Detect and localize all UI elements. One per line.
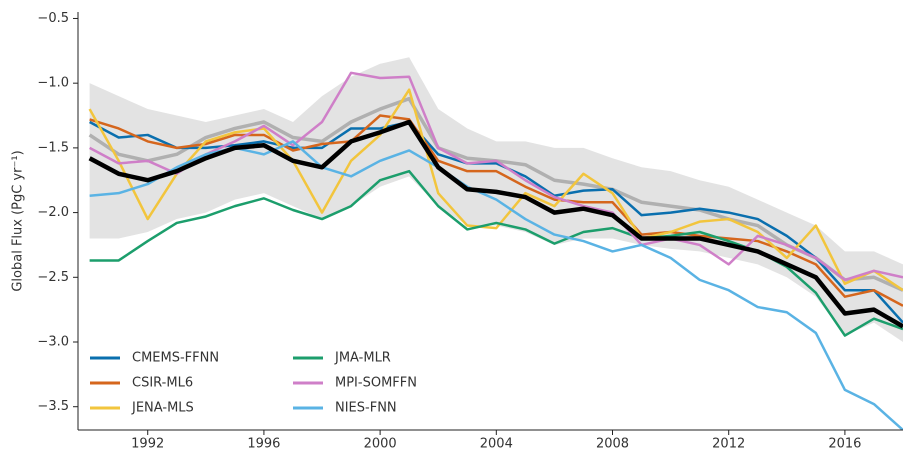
legend-label: CMEMS-FFNN (132, 351, 219, 366)
legend-label: JENA-MLS (131, 401, 194, 416)
legend-label: CSIR-ML6 (132, 376, 193, 391)
legend-label: NIES-FNN (335, 401, 397, 416)
x-tick-label: 2008 (596, 437, 629, 452)
y-axis-label: Global Flux (PgC yr⁻¹) (11, 150, 26, 291)
plot-area (88, 57, 903, 430)
y-tick-label: −2.0 (37, 205, 69, 220)
series-line (89, 114, 903, 307)
legend-label: JMA-MLR (334, 351, 391, 366)
y-tick-label: −1.5 (37, 140, 69, 155)
x-tick-label: 2000 (364, 437, 397, 452)
y-tick-label: −2.5 (37, 270, 69, 285)
x-tick-label: 2016 (828, 437, 861, 452)
legend-label: MPI-SOMFFN (335, 376, 417, 391)
x-tick-label: 1996 (247, 437, 280, 452)
series-line (89, 71, 903, 282)
y-tick-label: −3.5 (37, 399, 69, 414)
x-tick-label: 2004 (480, 437, 513, 452)
series-line (88, 88, 903, 292)
y-tick-label: −0.5 (37, 11, 69, 26)
y-tick-label: −3.0 (37, 335, 69, 350)
x-tick-label: 2012 (712, 437, 745, 452)
x-tick-label: 1992 (131, 437, 164, 452)
y-tick-label: −1.0 (37, 76, 69, 91)
series-line (88, 119, 903, 329)
